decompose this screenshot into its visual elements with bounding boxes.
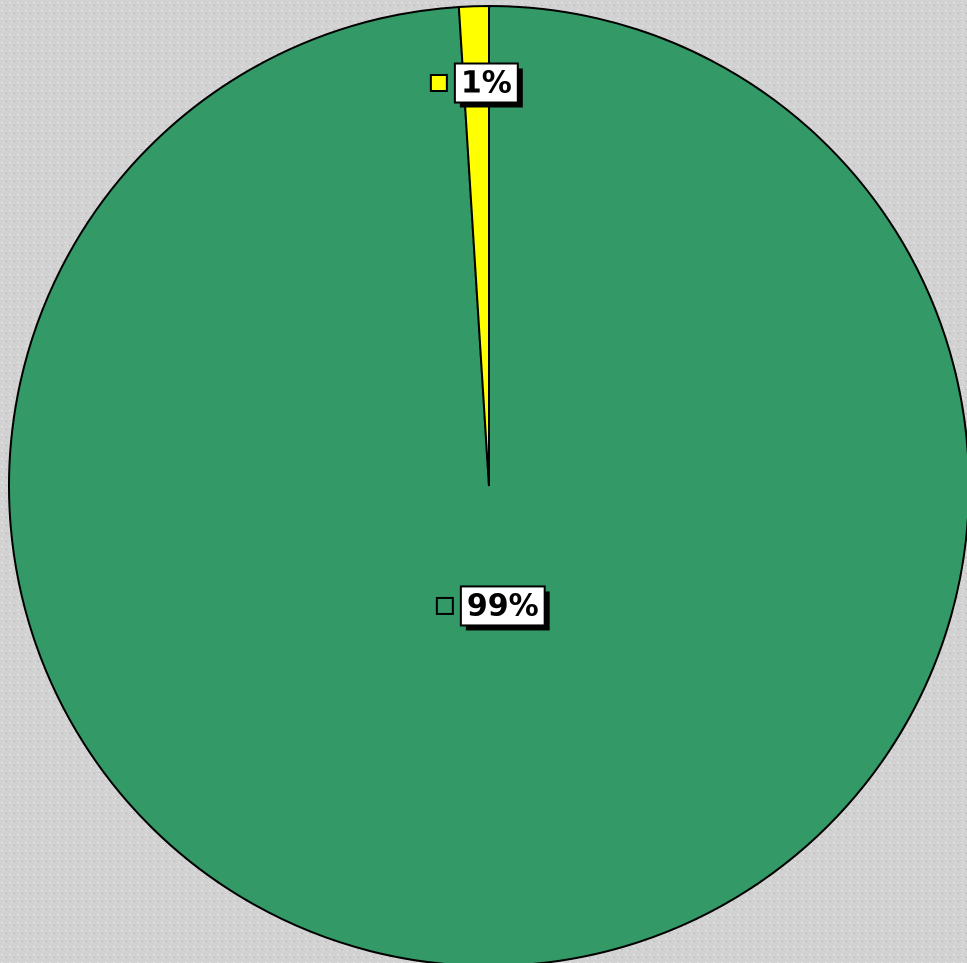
pie-slice xyxy=(457,4,490,487)
label-box xyxy=(459,585,546,627)
data-label: 99% xyxy=(435,585,550,631)
pie xyxy=(8,4,967,963)
legend-key xyxy=(429,73,448,92)
label-box xyxy=(453,62,519,104)
legend-key xyxy=(435,596,454,615)
data-label-text: 99% xyxy=(467,588,539,623)
data-labels: 99% 1% xyxy=(429,62,550,631)
data-label: 1% xyxy=(429,62,523,108)
data-label-text: 1% xyxy=(461,65,512,100)
